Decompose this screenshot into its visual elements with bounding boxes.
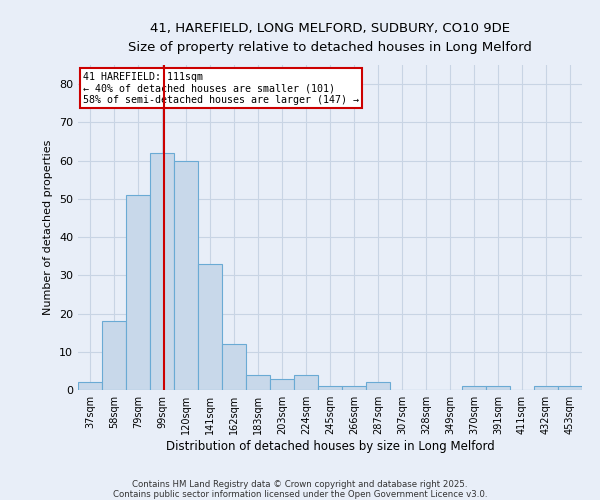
Bar bbox=[222, 344, 246, 390]
Bar bbox=[174, 160, 198, 390]
Bar bbox=[78, 382, 102, 390]
Bar bbox=[486, 386, 510, 390]
Bar bbox=[558, 386, 582, 390]
X-axis label: Distribution of detached houses by size in Long Melford: Distribution of detached houses by size … bbox=[166, 440, 494, 453]
Bar bbox=[294, 374, 318, 390]
Bar bbox=[342, 386, 366, 390]
Text: 41 HAREFIELD: 111sqm
← 40% of detached houses are smaller (101)
58% of semi-deta: 41 HAREFIELD: 111sqm ← 40% of detached h… bbox=[83, 72, 359, 104]
Bar bbox=[270, 378, 294, 390]
Bar bbox=[102, 321, 126, 390]
Text: Contains HM Land Registry data © Crown copyright and database right 2025.: Contains HM Land Registry data © Crown c… bbox=[132, 480, 468, 489]
Text: Contains public sector information licensed under the Open Government Licence v3: Contains public sector information licen… bbox=[113, 490, 487, 499]
Bar bbox=[246, 374, 270, 390]
Title: 41, HAREFIELD, LONG MELFORD, SUDBURY, CO10 9DE
Size of property relative to deta: 41, HAREFIELD, LONG MELFORD, SUDBURY, CO… bbox=[128, 22, 532, 54]
Y-axis label: Number of detached properties: Number of detached properties bbox=[43, 140, 53, 315]
Bar bbox=[198, 264, 222, 390]
Bar bbox=[366, 382, 390, 390]
Bar bbox=[462, 386, 486, 390]
Bar bbox=[318, 386, 342, 390]
Bar bbox=[534, 386, 558, 390]
Bar bbox=[150, 153, 174, 390]
Bar bbox=[126, 195, 150, 390]
